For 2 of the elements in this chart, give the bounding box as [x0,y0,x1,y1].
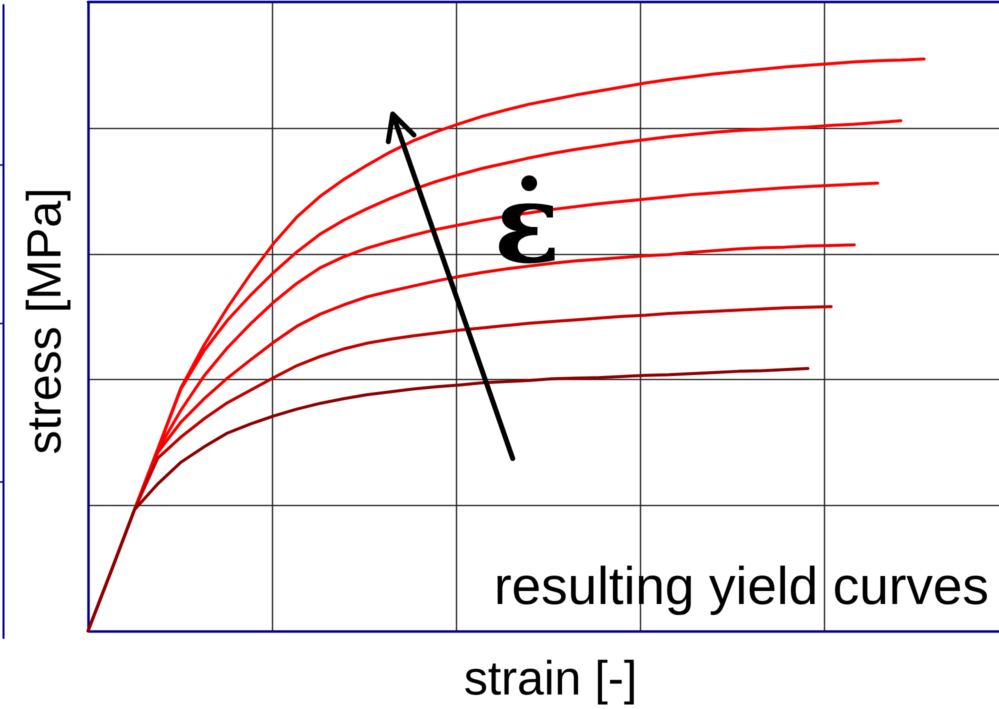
x-axis-title: strain [-] [464,652,638,706]
y-axis-title: stress [MPa] [18,188,72,454]
